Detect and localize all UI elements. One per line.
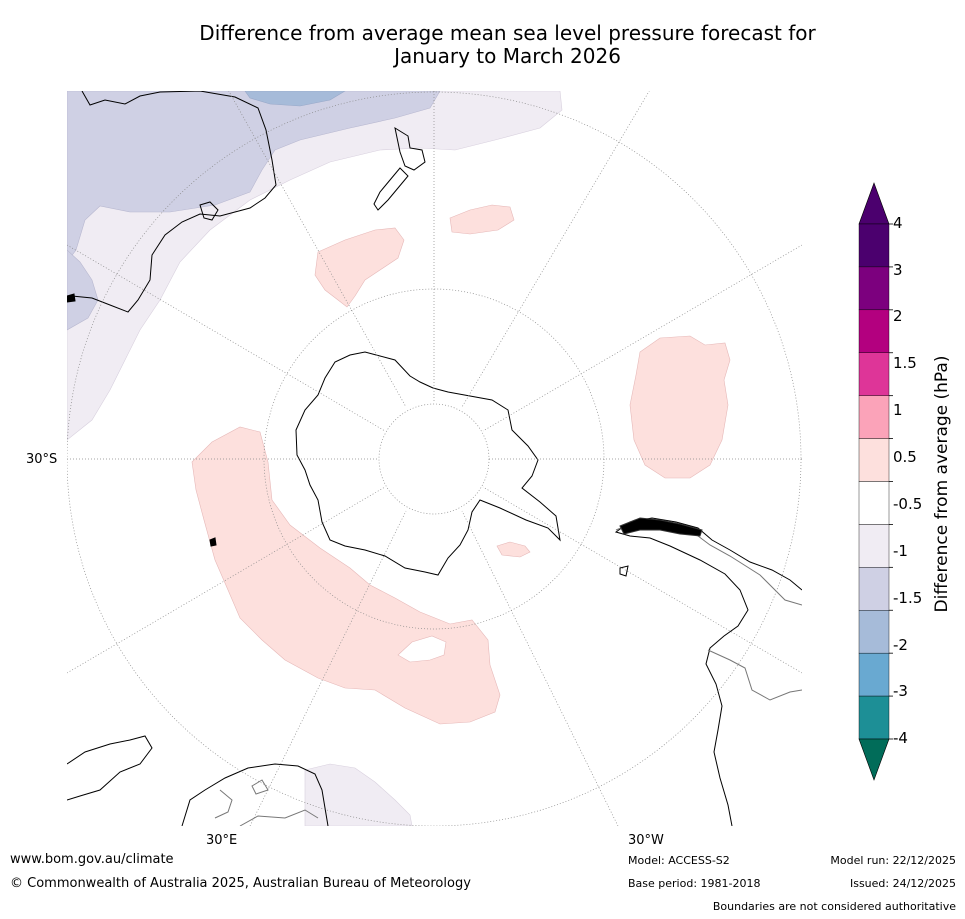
border-africa bbox=[214, 779, 319, 826]
island-kerguelen bbox=[209, 537, 217, 547]
anomaly-region-hole bbox=[397, 635, 447, 663]
footer-issued: Issued: 24/12/2025 bbox=[849, 877, 956, 890]
colorbar-label-1-5: 1.5 bbox=[893, 354, 917, 372]
graticule bbox=[67, 91, 802, 826]
colorbar-bin bbox=[858, 652, 890, 697]
coastline-new-zealand-south bbox=[373, 167, 409, 211]
colorbar-extend-top bbox=[858, 182, 890, 225]
island-shetland bbox=[619, 517, 703, 537]
anomaly-region-negative-south bbox=[304, 763, 413, 826]
lat-label-30s: 30°S bbox=[26, 452, 58, 467]
footer-model-run: Model run: 22/12/2025 bbox=[830, 854, 956, 867]
colorbar-label-neg-2: -2 bbox=[893, 636, 908, 654]
colorbar-bin bbox=[858, 524, 890, 568]
colorbar-label-neg-3: -3 bbox=[893, 682, 908, 700]
footer-disclaimer: Boundaries are not considered authoritat… bbox=[712, 900, 956, 913]
anomaly-region-positive-drake bbox=[496, 541, 531, 558]
map-area bbox=[67, 91, 802, 826]
coastline-africa bbox=[67, 735, 329, 826]
colorbar-bin bbox=[858, 481, 890, 525]
colorbar-label-neg-0-5: -0.5 bbox=[893, 495, 923, 513]
colorbar-extend-bottom bbox=[858, 738, 890, 781]
colorbar-bin bbox=[858, 695, 890, 740]
colorbar bbox=[858, 182, 893, 781]
colorbar-label-neg-1: -1 bbox=[893, 542, 908, 560]
chart-title: Difference from average mean sea level p… bbox=[100, 22, 915, 68]
coastline-new-zealand-north bbox=[394, 126, 426, 171]
anomaly-region-positive-tasman bbox=[449, 204, 515, 235]
colorbar-label-neg-4: -4 bbox=[893, 729, 908, 747]
anomaly-region-negative-medium bbox=[67, 91, 441, 263]
colorbar-bin bbox=[858, 309, 890, 353]
title-line-1: Difference from average mean sea level p… bbox=[199, 21, 816, 45]
colorbar-bin bbox=[858, 223, 890, 268]
colorbar-label-0-5: 0.5 bbox=[893, 448, 917, 466]
border-south-america bbox=[615, 519, 802, 701]
lon-label-30w: 30°W bbox=[628, 833, 664, 848]
title-line-2: January to March 2026 bbox=[394, 44, 621, 68]
coastline-tasmania bbox=[199, 201, 219, 221]
anomaly-region-positive-south-of-nz bbox=[314, 227, 405, 308]
colorbar-label-3: 3 bbox=[893, 261, 903, 279]
coastline-antarctica bbox=[295, 351, 561, 576]
footer-base-period: Base period: 1981-2018 bbox=[628, 877, 761, 890]
footer-copyright: © Commonwealth of Australia 2025, Austra… bbox=[10, 876, 471, 891]
coastline-falklands bbox=[619, 565, 629, 577]
colorbar-bin bbox=[858, 352, 890, 396]
colorbar-label-neg-1-5: -1.5 bbox=[893, 589, 923, 607]
coastline-australia bbox=[67, 91, 277, 313]
colorbar-bin bbox=[858, 395, 890, 439]
anomaly-region-positive-indian-ocean bbox=[191, 426, 501, 725]
lon-label-30e: 30°E bbox=[206, 833, 238, 848]
colorbar-bins bbox=[858, 223, 890, 740]
island-scattered bbox=[67, 293, 76, 303]
anomaly-region-negative-strong bbox=[244, 91, 346, 107]
anomaly-region-positive-pacific bbox=[629, 335, 731, 479]
footer-model: Model: ACCESS-S2 bbox=[628, 854, 730, 867]
colorbar-label-4: 4 bbox=[893, 214, 903, 232]
colorbar-bin bbox=[858, 610, 890, 654]
colorbar-title: Difference from average (hPa) bbox=[932, 355, 952, 613]
colorbar-bin bbox=[858, 438, 890, 482]
colorbar-label-1: 1 bbox=[893, 401, 903, 419]
coastline-south-america bbox=[614, 517, 802, 826]
footer-url: www.bom.gov.au/climate bbox=[10, 852, 174, 867]
colorbar-bin bbox=[858, 567, 890, 611]
colorbar-ticks bbox=[889, 223, 893, 740]
colorbar-label-2: 2 bbox=[893, 307, 903, 325]
colorbar-bin bbox=[858, 266, 890, 311]
